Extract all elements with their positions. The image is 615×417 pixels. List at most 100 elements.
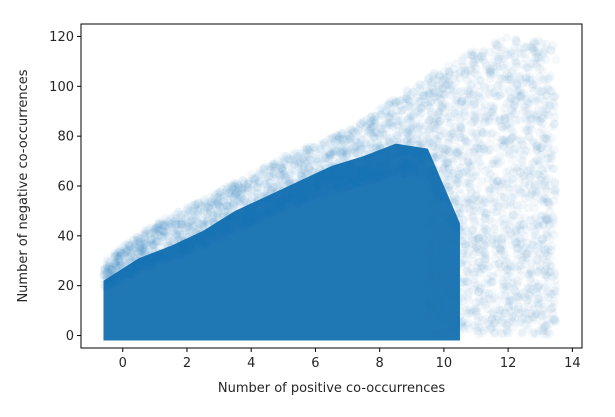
scatter-point	[474, 138, 484, 148]
scatter-point	[115, 270, 125, 280]
scatter-point	[504, 166, 514, 176]
scatter-point	[211, 232, 221, 242]
scatter-point	[311, 186, 321, 196]
scatter-point	[213, 213, 223, 223]
scatter-point	[341, 175, 351, 185]
scatter-point	[449, 240, 459, 250]
scatter-point	[218, 202, 228, 212]
scatter-point	[412, 150, 422, 160]
scatter-point	[499, 220, 509, 230]
scatter-point	[390, 164, 400, 174]
scatter-point	[121, 257, 131, 267]
scatter-point	[229, 213, 239, 223]
scatter-point	[99, 276, 109, 286]
scatter-point	[149, 227, 159, 237]
scatter-point	[459, 215, 469, 225]
scatter-point	[324, 147, 334, 157]
scatter-point	[353, 178, 363, 188]
scatter-point	[391, 111, 401, 121]
scatter-point	[125, 257, 135, 267]
scatter-point	[255, 215, 265, 225]
scatter-point	[394, 96, 404, 106]
scatter-point	[516, 271, 526, 281]
scatter-point	[498, 176, 508, 186]
scatter-point	[140, 239, 150, 249]
scatter-point	[134, 259, 144, 269]
dense-point-cloud	[103, 143, 460, 341]
scatter-point	[422, 90, 432, 100]
scatter-point	[472, 206, 482, 216]
scatter-point	[431, 177, 441, 187]
scatter-point	[103, 275, 113, 285]
scatter-point	[115, 251, 125, 261]
scatter-point	[497, 316, 507, 326]
scatter-point	[278, 194, 288, 204]
scatter-point	[202, 216, 212, 226]
scatter-point	[149, 227, 159, 237]
scatter-point	[527, 214, 537, 224]
scatter-point	[500, 110, 510, 120]
scatter-point	[425, 127, 435, 137]
scatter-point	[103, 268, 113, 278]
scatter-point	[433, 136, 443, 146]
scatter-point	[374, 172, 384, 182]
scatter-point	[355, 134, 365, 144]
scatter-point	[218, 212, 228, 222]
scatter-point	[111, 263, 121, 273]
scatter-point	[463, 277, 473, 287]
scatter-point	[165, 222, 175, 232]
scatter-point	[525, 114, 535, 124]
scatter-point	[164, 236, 174, 246]
scatter-point	[446, 112, 456, 122]
scatter-point	[509, 233, 519, 243]
scatter-point	[367, 143, 377, 153]
scatter-point	[465, 169, 475, 179]
scatter-point	[461, 101, 471, 111]
scatter-point	[469, 270, 479, 280]
scatter-point	[378, 130, 388, 140]
scatter-point	[448, 87, 458, 97]
scatter-point	[517, 139, 527, 149]
scatter-point	[482, 65, 492, 75]
scatter-point	[356, 178, 366, 188]
scatter-point	[271, 197, 281, 207]
scatter-point	[356, 153, 366, 163]
scatter-point	[475, 92, 485, 102]
scatter-point	[495, 305, 505, 315]
scatter-point	[512, 79, 522, 89]
scatter-point	[441, 80, 451, 90]
scatter-point	[536, 298, 546, 308]
scatter-point	[551, 281, 561, 291]
scatter-point	[340, 159, 350, 169]
scatter-point	[466, 110, 476, 120]
scatter-point	[376, 140, 386, 150]
scatter-point	[447, 153, 457, 163]
scatter-point	[159, 220, 169, 230]
scatter-point	[297, 169, 307, 179]
scatter-point	[544, 100, 554, 110]
scatter-point	[107, 264, 117, 274]
scatter-point	[113, 253, 123, 263]
scatter-point	[396, 139, 406, 149]
scatter-point	[104, 279, 114, 289]
scatter-point	[470, 220, 480, 230]
scatter-point	[426, 173, 436, 183]
scatter-point	[399, 145, 409, 155]
scatter-point	[492, 143, 502, 153]
scatter-point	[356, 119, 366, 129]
scatter-point	[409, 165, 419, 175]
scatter-point	[189, 204, 199, 214]
scatter-point	[334, 175, 344, 185]
scatter-point	[176, 219, 186, 229]
scatter-point	[136, 246, 146, 256]
scatter-point	[285, 174, 295, 184]
scatter-point	[106, 272, 116, 282]
scatter-point	[111, 275, 121, 285]
scatter-point	[417, 137, 427, 147]
scatter-point	[370, 118, 380, 128]
scatter-point	[201, 236, 211, 246]
scatter-point	[471, 143, 481, 153]
scatter-point	[495, 116, 505, 126]
scatter-point	[331, 134, 341, 144]
scatter-point	[209, 224, 219, 234]
